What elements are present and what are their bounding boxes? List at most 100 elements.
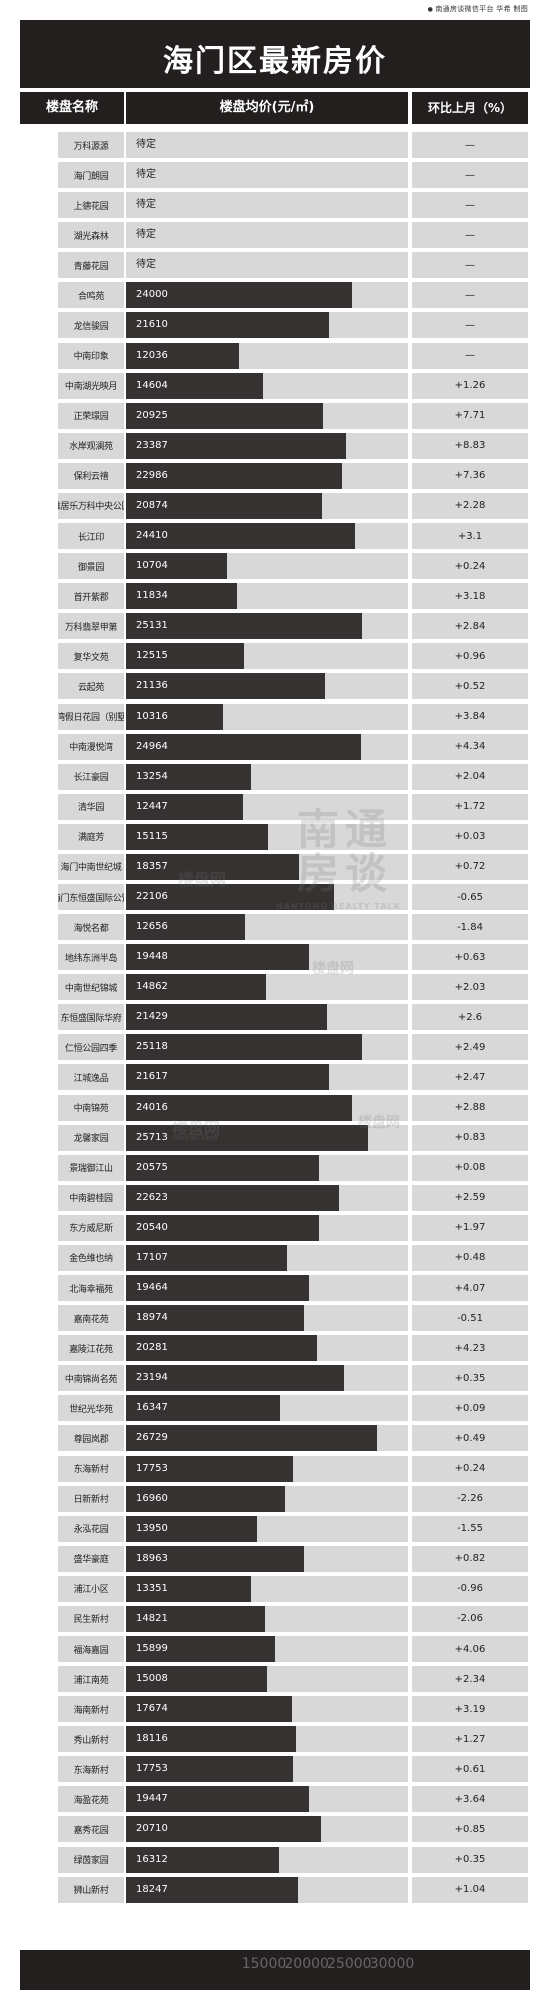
price-label: 22106 <box>136 891 168 902</box>
price-bar <box>126 1124 368 1151</box>
price-cell: 18357 <box>126 853 408 880</box>
change-value: +0.83 <box>412 1124 528 1151</box>
price-cell: 14862 <box>126 974 408 1001</box>
table-row: 东方威尼斯 20540 +1.97 <box>0 1214 550 1241</box>
table-row: 中南锦尚名苑 23194 +0.35 <box>0 1365 550 1392</box>
project-name: 尊园岚郡 <box>58 1425 124 1452</box>
price-cell: 13950 <box>126 1515 408 1542</box>
price-bar <box>126 613 363 640</box>
price-bar <box>126 432 346 459</box>
change-value: +2.88 <box>412 1094 528 1121</box>
price-bar <box>126 1605 266 1632</box>
table-row: 中南世纪锦城 14862 +2.03 <box>0 974 550 1001</box>
project-name: 绿茵家园 <box>58 1846 124 1873</box>
price-cell: 17107 <box>126 1244 408 1271</box>
price-label: 17107 <box>136 1251 168 1263</box>
change-value: +0.52 <box>412 673 528 700</box>
table-row: 中南印象 12036 — <box>0 342 550 369</box>
price-bar <box>126 1726 297 1753</box>
table-row: 永泓花园 13950 -1.55 <box>0 1515 550 1542</box>
price-cell: 20540 <box>126 1214 408 1241</box>
table-row: 中南漫悦湾 24964 +4.34 <box>0 733 550 760</box>
table-row: 东恒盛国际华府 21429 +2.6 <box>0 1004 550 1031</box>
project-name: 中南锦苑 <box>58 1094 124 1121</box>
change-value: +7.36 <box>412 462 528 489</box>
price-bar <box>126 643 244 670</box>
price-bar <box>126 1425 378 1452</box>
table-row: 清华园 12447 +1.72 <box>0 793 550 820</box>
table-row: 狮山新村 18247 +1.04 <box>0 1876 550 1903</box>
project-name: 长江印 <box>58 523 124 550</box>
price-bar <box>126 793 243 820</box>
price-cell: 14821 <box>126 1605 408 1632</box>
project-name: 首开紫郡 <box>58 583 124 610</box>
table-row: 金色维也纳 17107 +0.48 <box>0 1244 550 1271</box>
project-name: 御景园 <box>58 553 124 580</box>
change-value: +2.59 <box>412 1184 528 1211</box>
price-label: 15899 <box>136 1643 168 1654</box>
table-row: 绿茵家园 16312 +0.35 <box>0 1846 550 1873</box>
price-bar <box>126 583 238 610</box>
price-label: 18357 <box>136 860 168 872</box>
price-cell: 11834 <box>126 583 408 610</box>
table-row: 中南碧桂园 22623 +2.59 <box>0 1184 550 1211</box>
price-bar <box>126 282 352 309</box>
price-label: 15115 <box>136 830 168 842</box>
change-value: — <box>412 282 528 309</box>
price-bar <box>126 1365 345 1392</box>
footer-bar <box>20 1950 530 1990</box>
price-label: 17674 <box>136 1703 168 1715</box>
price-label: 24964 <box>136 740 168 752</box>
price-bar <box>126 312 330 339</box>
change-value: +1.26 <box>412 372 528 399</box>
price-bar <box>126 492 323 519</box>
table-row: 青藤花园 待定 — <box>0 252 550 279</box>
price-cell: 10704 <box>126 553 408 580</box>
change-value: — <box>412 312 528 339</box>
table-row: 浦江小区 13351 -0.96 <box>0 1575 550 1602</box>
change-value: +4.07 <box>412 1275 528 1302</box>
price-bar <box>126 1485 286 1512</box>
table-row: 云起苑 21136 +0.52 <box>0 673 550 700</box>
price-cell: 13351 <box>126 1575 408 1602</box>
change-value: +7.71 <box>412 402 528 429</box>
table-row: 保利云禧 22986 +7.36 <box>0 462 550 489</box>
price-bar <box>126 1244 287 1271</box>
change-value: +0.61 <box>412 1756 528 1783</box>
price-cell: 17753 <box>126 1756 408 1783</box>
project-name: 世纪光华苑 <box>58 1395 124 1422</box>
price-label: 13254 <box>136 770 168 782</box>
project-name: 海门东恒盛国际公馆 <box>58 884 124 910</box>
price-bar <box>126 884 334 910</box>
table-row: 嘉陵江花苑 20281 +4.23 <box>0 1335 550 1362</box>
project-name: 青藤花园 <box>58 252 124 279</box>
table-row: 海门朗园 待定 — <box>0 162 550 189</box>
price-label: 12656 <box>136 921 168 933</box>
change-value: +2.03 <box>412 974 528 1001</box>
project-name: 浦江南苑 <box>58 1666 124 1693</box>
price-cell: 待定 <box>126 132 408 158</box>
table-row: 中南湖光映月 14604 +1.26 <box>0 372 550 399</box>
price-label: 13950 <box>136 1522 168 1534</box>
project-name: 中南印象 <box>58 342 124 369</box>
price-bar <box>126 523 356 550</box>
price-label: 22623 <box>136 1191 168 1203</box>
table-row: 日新新村 16960 -2.26 <box>0 1485 550 1512</box>
project-name: 东海新村 <box>58 1756 124 1783</box>
change-value: +2.34 <box>412 1666 528 1693</box>
price-label: 25131 <box>136 620 168 632</box>
price-cell: 24000 <box>126 282 408 309</box>
price-cell: 18116 <box>126 1726 408 1753</box>
price-bar <box>126 823 269 850</box>
table-row: 浦江南苑 15008 +2.34 <box>0 1666 550 1693</box>
project-name: 狮山新村 <box>58 1876 124 1903</box>
table-row: 仁恒公园四季 25118 +2.49 <box>0 1034 550 1061</box>
price-label: 20925 <box>136 409 168 421</box>
change-value: +0.24 <box>412 1455 528 1482</box>
project-name: 地纬东洲半岛 <box>58 944 124 971</box>
price-bar <box>126 1876 298 1903</box>
price-cell: 19464 <box>126 1275 408 1302</box>
price-label: 13351 <box>136 1582 168 1594</box>
change-value: +0.35 <box>412 1365 528 1392</box>
table-row: 水岸观澜苑 23387 +8.83 <box>0 432 550 459</box>
